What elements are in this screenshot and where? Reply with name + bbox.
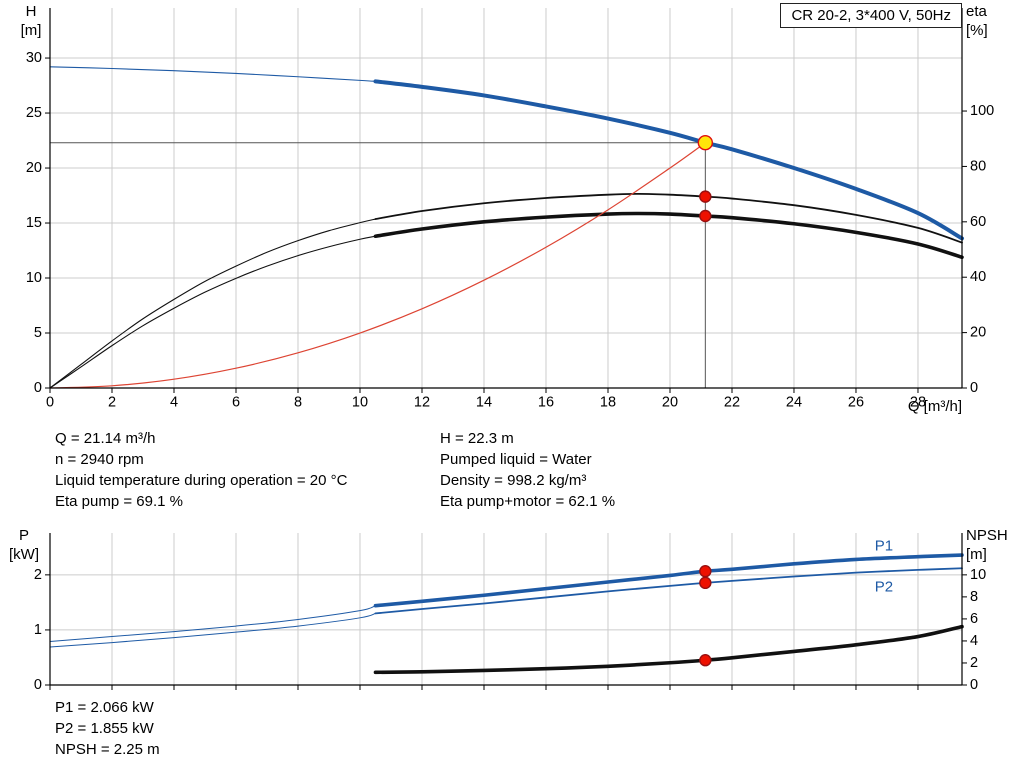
info-p2: P2 = 1.855 kW bbox=[55, 720, 154, 737]
right-tick-label: 10 bbox=[970, 567, 986, 583]
x-tick-label: 14 bbox=[476, 395, 492, 411]
info-npsh: NPSH = 2.25 m bbox=[55, 741, 160, 758]
right-tick-label: 2 bbox=[970, 655, 978, 671]
eta-pump-motor-reserve-curve bbox=[49, 235, 377, 389]
left-tick-label: 25 bbox=[26, 105, 42, 121]
info-speed: n = 2940 rpm bbox=[55, 451, 144, 468]
duty-info-left: Q = 21.14 m³/h n = 2940 rpm Liquid tempe… bbox=[55, 428, 347, 512]
left-tick-label: 0 bbox=[34, 380, 42, 396]
h-axis-label: H [m] bbox=[12, 2, 50, 40]
duty-info-right: H = 22.3 m Pumped liquid = Water Density… bbox=[440, 428, 615, 512]
eta-axis-unit: [%] bbox=[966, 22, 988, 39]
p1-reserve-curve bbox=[49, 605, 376, 642]
left-tick-label: 20 bbox=[26, 160, 42, 176]
info-p1: P1 = 2.066 kW bbox=[55, 699, 154, 716]
info-density: Density = 998.2 kg/m³ bbox=[440, 472, 587, 489]
right-tick-label: 0 bbox=[970, 380, 978, 396]
duty-point bbox=[697, 135, 714, 151]
npsh-axis-unit: [m] bbox=[966, 546, 987, 563]
eta-axis-label: eta [%] bbox=[966, 2, 1016, 40]
right-tick-label: 8 bbox=[970, 589, 978, 605]
p2-curve bbox=[374, 567, 963, 615]
info-pumped-liquid: Pumped liquid = Water bbox=[440, 451, 592, 468]
x-tick-label: 12 bbox=[414, 395, 430, 411]
info-head: H = 22.3 m bbox=[440, 430, 514, 447]
p2-reserve-curve bbox=[49, 612, 376, 648]
x-tick-label: 2 bbox=[108, 395, 116, 411]
x-tick-label: 4 bbox=[170, 395, 178, 411]
info-flow: Q = 21.14 m³/h bbox=[55, 430, 156, 447]
right-tick-label: 80 bbox=[970, 158, 986, 174]
info-eta-pump: Eta pump = 69.1 % bbox=[55, 493, 183, 510]
head-curve bbox=[373, 79, 964, 241]
x-tick-label: 0 bbox=[46, 395, 54, 411]
h-axis-unit: [m] bbox=[20, 22, 42, 39]
q-axis-text: Q [m³/h] bbox=[907, 398, 962, 415]
left-tick-label: 5 bbox=[34, 325, 42, 341]
q-axis-label: Q [m³/h] bbox=[858, 397, 962, 416]
eta-pump-point bbox=[699, 190, 712, 203]
p2-point bbox=[699, 576, 712, 590]
h-axis-name: H bbox=[25, 3, 37, 20]
eta-pump-curve bbox=[374, 192, 963, 244]
info-liquid-temp: Liquid temperature during operation = 20… bbox=[55, 472, 348, 489]
right-tick-label: 6 bbox=[970, 611, 978, 627]
x-tick-label: 18 bbox=[600, 395, 616, 411]
pump-model-text: CR 20-2, 3*400 V, 50Hz bbox=[791, 7, 951, 24]
x-tick-label: 24 bbox=[786, 395, 802, 411]
x-tick-label: 6 bbox=[232, 395, 240, 411]
x-tick-label: 20 bbox=[662, 395, 678, 411]
x-tick-label: 28 bbox=[910, 395, 926, 411]
left-tick-label: 15 bbox=[26, 215, 42, 231]
p1-curve bbox=[373, 553, 964, 608]
left-tick-label: 1 bbox=[34, 622, 42, 638]
system-curve-curve bbox=[49, 142, 706, 389]
left-tick-label: 10 bbox=[26, 270, 42, 286]
eta-pump-reserve-curve bbox=[49, 218, 377, 389]
npsh-curve bbox=[373, 624, 964, 675]
right-tick-label: 60 bbox=[970, 214, 986, 230]
x-tick-label: 16 bbox=[538, 395, 554, 411]
x-tick-label: 10 bbox=[352, 395, 368, 411]
right-tick-label: 100 bbox=[970, 103, 994, 119]
right-tick-label: 0 bbox=[970, 677, 978, 693]
p-axis-label: P [kW] bbox=[2, 526, 46, 564]
left-tick-label: 2 bbox=[34, 567, 42, 583]
pump-model-box: CR 20-2, 3*400 V, 50Hz bbox=[780, 3, 962, 28]
x-tick-label: 26 bbox=[848, 395, 864, 411]
p1-point bbox=[699, 565, 712, 578]
npsh-axis-label: NPSH [m] bbox=[966, 526, 1024, 564]
left-tick-label: 30 bbox=[26, 50, 42, 66]
p-axis-unit: [kW] bbox=[9, 546, 39, 563]
head-reserve-curve bbox=[49, 66, 377, 82]
x-tick-label: 22 bbox=[724, 395, 740, 411]
x-tick-label: 8 bbox=[294, 395, 302, 411]
eta-pump-motor-point bbox=[699, 209, 712, 223]
right-tick-label: 40 bbox=[970, 269, 986, 285]
p1-label: P1 bbox=[875, 538, 893, 555]
left-tick-label: 0 bbox=[34, 677, 42, 693]
p2-label: P2 bbox=[875, 578, 893, 595]
npsh-axis-name: NPSH bbox=[966, 527, 1008, 544]
eta-axis-name: eta bbox=[966, 3, 987, 20]
p-axis-name: P bbox=[18, 527, 29, 544]
right-tick-label: 4 bbox=[970, 633, 978, 649]
eta-pump-motor-curve bbox=[373, 211, 964, 260]
right-tick-label: 20 bbox=[970, 325, 986, 341]
npsh-point bbox=[699, 654, 712, 667]
power-info: P1 = 2.066 kW P2 = 1.855 kW NPSH = 2.25 … bbox=[55, 697, 160, 760]
info-eta-pump-motor: Eta pump+motor = 62.1 % bbox=[440, 493, 616, 510]
